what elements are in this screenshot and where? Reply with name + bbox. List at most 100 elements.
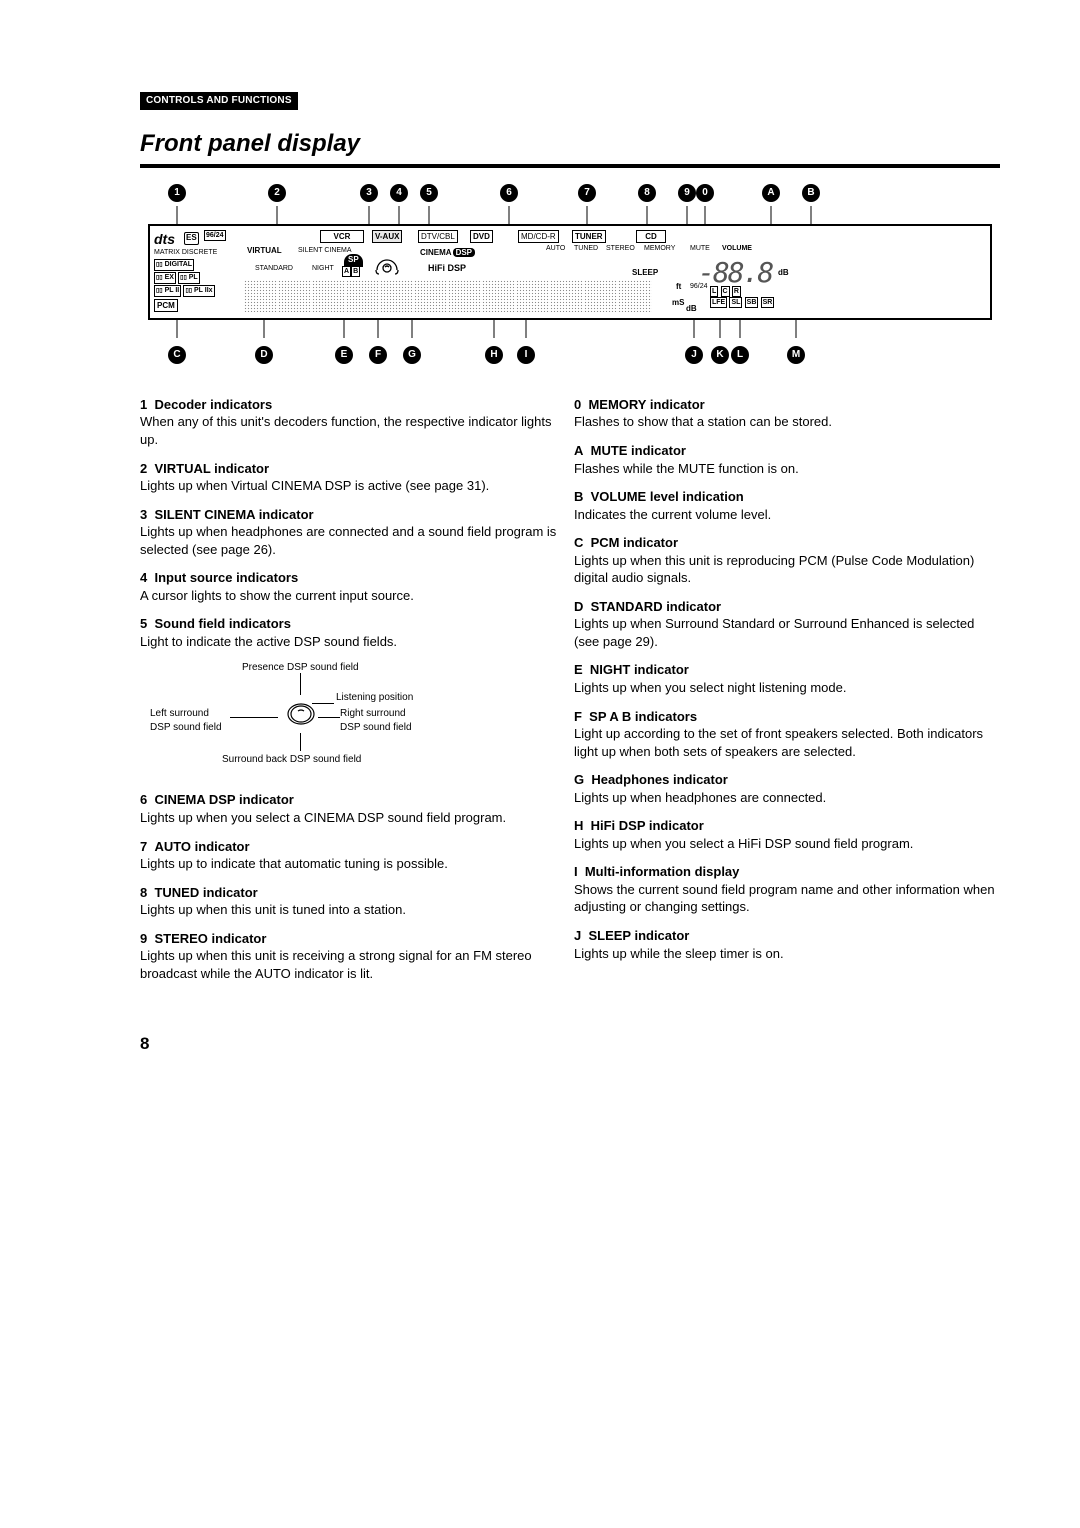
item-heading: 2 VIRTUAL indicator [140,460,566,478]
desc-item: 2 VIRTUAL indicatorLights up when Virtua… [140,460,566,495]
silent-cinema: SILENT CINEMA [298,246,352,255]
item-heading: 0 MEMORY indicator [574,396,1000,414]
small-auto: AUTO [546,244,565,253]
callout: F [369,346,387,364]
item-heading: 7 AUTO indicator [140,838,566,856]
sleep: SLEEP [632,268,658,279]
item-heading: 3 SILENT CINEMA indicator [140,506,566,524]
item-body: Shows the current sound field program na… [574,881,1000,916]
item-body: Lights up when this unit is receiving a … [140,947,566,982]
item-heading: C PCM indicator [574,534,1000,552]
item-heading: 8 TUNED indicator [140,884,566,902]
matrix: MATRIX DISCRETE [154,248,217,257]
leader-lines-bottom [148,320,992,338]
item-body: Lights up when headphones are connected. [574,789,1000,807]
item-body: Flashes to show that a station can be st… [574,413,1000,431]
desc-item: E NIGHT indicatorLights up when you sele… [574,661,1000,696]
sp-sr: SR [761,297,775,308]
callout: K [711,346,729,364]
item-heading: H HiFi DSP indicator [574,817,1000,835]
sound-field-icon [278,697,324,731]
sp: SP [344,254,363,267]
desc-item: G Headphones indicatorLights up when hea… [574,771,1000,806]
night: NIGHT [312,264,334,273]
es-label: ES [184,232,199,245]
desc-item: H HiFi DSP indicatorLights up when you s… [574,817,1000,852]
desc-item: J SLEEP indicatorLights up while the sle… [574,927,1000,962]
item-body: Light up according to the set of front s… [574,725,1000,760]
dts-logo: dts [154,230,175,249]
hifi-dsp: HiFi DSP [428,262,466,274]
desc-item: 4 Input source indicatorsA cursor lights… [140,569,566,604]
title-rule [140,164,1000,166]
standard: STANDARD [255,264,293,273]
virtual: VIRTUAL [247,246,282,257]
desc-item: 6 CINEMA DSP indicatorLights up when you… [140,791,566,826]
callout: D [255,346,273,364]
src-vcr: VCR [320,230,364,243]
desc-item: 1 Decoder indicatorsWhen any of this uni… [140,396,566,449]
section-header: CONTROLS AND FUNCTIONS [140,92,298,110]
item-body: Light to indicate the active DSP sound f… [140,633,566,651]
desc-item: I Multi-information displayShows the cur… [574,863,1000,916]
src-cd: CD [636,230,666,243]
callout: 4 [390,184,408,202]
plii: ▯▯ PL II [154,285,181,297]
desc-item: 5 Sound field indicatorsLight to indicat… [140,615,566,650]
ms: mS [672,298,684,309]
page-title: Front panel display [140,128,1000,160]
item-body: Lights up when Surround Standard or Surr… [574,615,1000,650]
ex: ▯▯ EX [154,272,176,284]
callout: 3 [360,184,378,202]
sp-a: A [342,266,351,277]
item-body: When any of this unit's decoders functio… [140,413,566,448]
callout: E [335,346,353,364]
right-col: 0 MEMORY indicatorFlashes to show that a… [574,396,1000,993]
callout: B [802,184,820,202]
desc-item: 7 AUTO indicatorLights up to indicate th… [140,838,566,873]
src-md: MD/CD-R [518,230,559,243]
item-body: Lights up when this unit is reproducing … [574,552,1000,587]
top-callout-row: 1 2 3 4 5 6 7 8 9 0 A B [140,184,1000,206]
item-heading: D STANDARD indicator [574,598,1000,616]
small-stereo: STEREO [606,244,635,253]
small-memory: MEMORY [644,244,675,253]
item-heading: F SP A B indicators [574,708,1000,726]
sp-sl: SL [729,297,742,308]
sp-c: C [721,286,730,297]
n9624: 96/24 [204,230,226,241]
item-body: Indicates the current volume level. [574,506,1000,524]
page-number: 8 [140,1033,1000,1056]
cinema-dsp: SLEEP CINEMADSP [420,248,475,259]
left-col: 1 Decoder indicatorsWhen any of this uni… [140,396,566,993]
item-body: Lights up when this unit is tuned into a… [140,901,566,919]
src-tuner: TUNER [572,230,606,243]
desc-item: A MUTE indicatorFlashes while the MUTE f… [574,442,1000,477]
item-heading: 9 STEREO indicator [140,930,566,948]
item-heading: 4 Input source indicators [140,569,566,587]
callout: 7 [578,184,596,202]
n9624s: 96/24 [690,282,708,291]
leader-lines-top [148,206,992,224]
db: dB [778,268,789,279]
callout: I [517,346,535,364]
item-body: Lights up when you select a CINEMA DSP s… [140,809,566,827]
db2: dB [686,304,697,315]
small-mute: MUTE [690,244,710,253]
src-vaux: V-AUX [372,230,402,243]
desc-item: 0 MEMORY indicatorFlashes to show that a… [574,396,1000,431]
item-heading: B VOLUME level indication [574,488,1000,506]
item-body: Lights up when Virtual CINEMA DSP is act… [140,477,566,495]
callout: 0 [696,184,714,202]
desc-item: D STANDARD indicatorLights up when Surro… [574,598,1000,651]
callout: 2 [268,184,286,202]
item-heading: J SLEEP indicator [574,927,1000,945]
bottom-callout-row: C D E F G H I J K L M [140,346,1000,368]
callout: L [731,346,749,364]
callout: C [168,346,186,364]
desc-item: B VOLUME level indicationIndicates the c… [574,488,1000,523]
item-heading: A MUTE indicator [574,442,1000,460]
item-heading: 6 CINEMA DSP indicator [140,791,566,809]
item-body: Lights up when you select night listenin… [574,679,1000,697]
sp-r: R [732,286,741,297]
